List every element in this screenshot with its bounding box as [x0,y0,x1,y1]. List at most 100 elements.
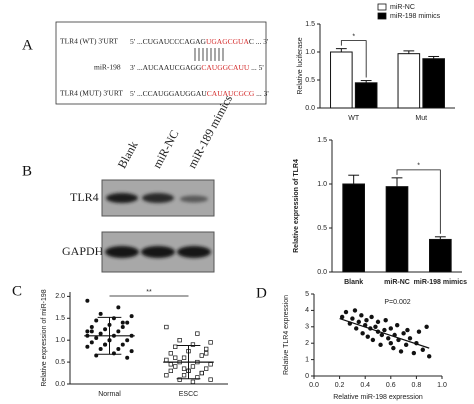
x-axis-label: Relative miR-198 expression [333,394,423,401]
x-tick-label: miR-NC [384,279,410,286]
panel-label: D [256,285,267,301]
dot [204,346,209,352]
dot [120,325,125,330]
dot [129,349,134,354]
y-tick-label: 2.0 [55,293,65,300]
dot [94,336,99,340]
y-tick-label: 5 [305,291,309,298]
point [369,314,374,320]
x-tick-label: miR-198 mimics [414,279,467,286]
seq-part: 5' ...CCAUGGAUGGAU [130,89,207,98]
dot [190,364,196,369]
dot [125,338,130,343]
point [356,319,361,325]
y-tick-label: 4 [305,307,309,314]
dot [181,355,187,360]
point [382,327,387,333]
dot [208,377,213,382]
x-tick-label: WT [348,115,360,122]
point [359,313,364,318]
seq-part: 5' ...CUGAUCCCAGAG [130,37,207,46]
seq-part: C ... 3' [249,37,269,46]
x-tick-label: 0.0 [309,382,319,389]
legend-label: miR-NC [390,4,415,11]
annotation: P=0.002 [384,299,410,306]
panel-label: A [22,37,33,53]
bar [422,58,445,109]
point [420,347,425,352]
point [339,314,345,320]
seq-name: TLR4 (MUT) 3'URT [60,89,123,98]
bar [342,183,366,273]
y-tick-label: 0.5 [55,359,65,366]
y-tick-label: 1.5 [317,137,327,144]
y-tick-label: 0.0 [317,269,327,276]
significance-bracket [396,169,441,234]
y-axis-label: Relative TLR4 expression [283,295,290,375]
dot [89,329,94,334]
point [365,334,370,339]
point [405,327,410,333]
lane-label: miR-NC [150,128,182,171]
dot [111,316,116,321]
seq-site: UGAGCGUA [206,37,250,46]
legend-swatch [377,12,387,20]
y-tick-label: 1 [305,356,309,363]
seq: 5' ...CUGAUCCCAGAGUGAGCGUAC ... 3' [130,37,269,46]
dot [89,340,94,345]
point [427,354,432,359]
dot [85,344,90,349]
seq-site: CAUGGCAUU [201,63,250,72]
y-tick-label: 0.0 [305,105,315,112]
x-tick-label: 0.4 [360,382,370,389]
dot [173,355,178,360]
dot [204,366,209,371]
x-tick-label: Normal [98,391,121,398]
y-tick-label: 0.5 [305,77,315,84]
y-axis-label: Relative expression of TLR4 [293,159,300,253]
significance-bracket [340,40,367,78]
dot [181,373,187,378]
sequence-box [55,21,267,105]
dot [173,344,178,349]
dot [208,362,213,367]
dot [116,329,121,334]
legend-swatch [377,3,387,11]
point [370,337,376,343]
point [373,324,378,329]
annotation: * [352,33,355,40]
dot [98,331,103,336]
y-tick-label: 3 [305,324,309,331]
dot [177,377,182,382]
dot [195,331,200,336]
dot [94,353,99,358]
dot [85,298,90,303]
point [401,331,406,336]
seq-name: miR-198 [94,63,121,72]
dot [85,329,90,334]
fit-line [339,318,430,349]
x-tick-label: 0.6 [386,382,396,389]
dot [181,366,187,371]
y-tick-label: 1.5 [305,21,315,28]
point [398,349,404,354]
dot [173,364,178,369]
dot [111,351,116,356]
seq-part: ... 3' [254,89,269,98]
x-tick-label: 0.2 [335,382,345,389]
point [383,318,388,323]
y-tick-label: 0 [305,373,309,380]
dot [129,314,134,319]
dot [98,346,103,351]
bar [397,53,421,109]
dot [164,324,169,330]
row-label: GAPDH [62,244,104,258]
bar [354,82,378,109]
y-tick-label: 1.0 [317,181,327,188]
dot [120,320,125,325]
point [388,341,393,346]
x-tick-label: 1.0 [437,382,447,389]
dot [199,370,204,376]
point [350,316,355,321]
